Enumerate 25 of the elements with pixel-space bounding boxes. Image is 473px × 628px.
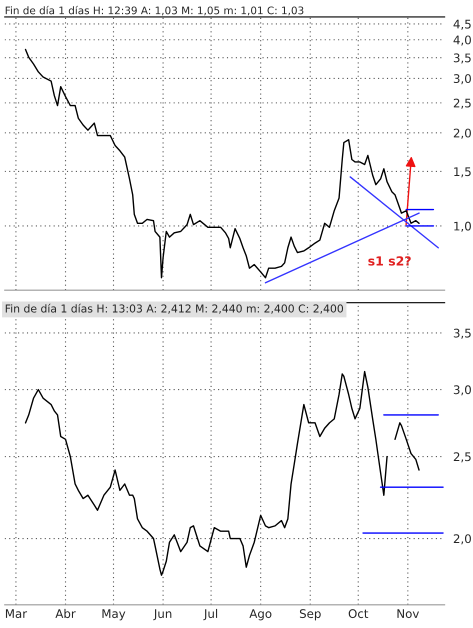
y-tick-label: 3,0 xyxy=(454,74,471,84)
y-tick-label: 2,5 xyxy=(454,98,471,109)
chart-title: Fin de día 1 días H: 13:03 A: 2,412 M: 2,440 m: 2,400 C: 2,400 xyxy=(6,304,344,314)
x-tick-label: May xyxy=(102,609,126,620)
x-tick-label: Jun xyxy=(153,609,172,620)
y-tick-label: 1,0 xyxy=(454,222,471,232)
x-tick-label: Abr xyxy=(55,608,76,618)
x-tick-label: Sep xyxy=(300,609,321,620)
x-tick-label: Nov xyxy=(397,609,419,618)
x-tick-label: Ago xyxy=(249,609,272,620)
annotation: s1 s2? xyxy=(368,256,411,266)
y-tick-label: 4,0 xyxy=(454,35,471,46)
y-tick-label: 3,5 xyxy=(454,53,471,64)
y-tick-label: 4,5 xyxy=(454,20,471,30)
y-tick-label: 2,0 xyxy=(454,534,471,544)
y-tick-label: 3,5 xyxy=(454,328,471,339)
x-tick-label: Jul xyxy=(203,608,218,620)
line-series xyxy=(24,48,420,278)
y-tick-label: 3,0 xyxy=(454,385,471,396)
y-tick-label: 1,5 xyxy=(454,167,471,178)
y-tick-label: 2,0 xyxy=(454,128,471,139)
chart-title: Fin de día 1 días H: 12:39 A: 1,03 M: 1,05 m: 1,01 C: 1,03 xyxy=(6,6,304,16)
x-tick-label: Oct xyxy=(348,609,368,618)
x-tick-label: Mar xyxy=(6,609,28,618)
y-tick-label: 2,5 xyxy=(454,452,471,462)
